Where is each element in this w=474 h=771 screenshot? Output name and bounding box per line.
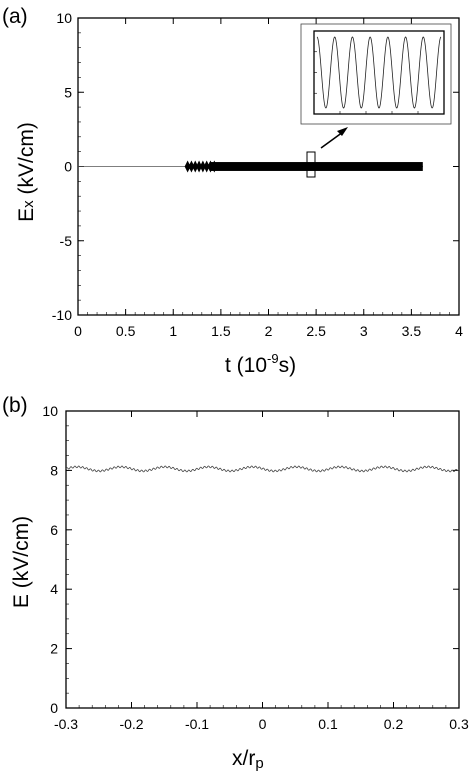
panel-a-xlabel-unit: s): [279, 354, 297, 377]
zoom-region-box: [306, 151, 316, 178]
panel-a-ylabel-rest: (kV/cm): [15, 122, 38, 200]
panel-b-frame: [65, 410, 460, 709]
y-tick-label: 10: [56, 10, 72, 26]
series-oscillation-lobe: [188, 160, 195, 173]
panel-b-series-line: [65, 465, 460, 473]
x-tick-label: 0.1: [318, 716, 338, 732]
panel-b-ylabel: E (kV/cm): [10, 516, 33, 608]
x-tick-label: 0: [259, 716, 267, 732]
panel-b-ticks: -0.3 -0.2 -0.1 0 0.1 0.2 0.3 10 8 6 4 2 0: [42, 403, 469, 732]
x-tick-label: 0.5: [116, 323, 136, 339]
y-tick-label: 4: [50, 581, 58, 597]
panel-a-ylabel-sub: x: [20, 200, 37, 208]
panel-a-xlabel-main: t (10: [225, 354, 267, 377]
panel-a-ylabel: Ex (kV/cm): [15, 122, 38, 222]
x-tick-label: 0.2: [384, 716, 404, 732]
y-tick-label: 8: [50, 462, 58, 478]
x-tick-label: 0: [74, 323, 82, 339]
panel-a-xlabel: t (10-9s): [225, 351, 296, 377]
x-tick-label: -0.2: [119, 716, 143, 732]
series-oscillation-lobe: [203, 160, 210, 173]
series-oscillation-lobe: [184, 160, 191, 173]
zoom-arrow-line: [320, 131, 344, 149]
panel-a-plot: [78, 160, 423, 173]
y-tick-label: -5: [60, 233, 73, 249]
panel-a-ticks: 0 0.5 1 1.5 2 2.5 3 3.5 4 10 5 0 -5 -10: [52, 10, 463, 339]
series-oscillation-lobe: [192, 160, 199, 173]
panel-a-label: (a): [2, 5, 28, 28]
y-tick-label: 0: [64, 159, 72, 175]
x-tick-label: -0.1: [185, 716, 209, 732]
x-tick-label: 0.3: [449, 716, 469, 732]
panel-b-xlabel: x/rp: [232, 747, 264, 771]
inset-plot: [300, 23, 452, 125]
series-oscillation-lobe: [196, 160, 203, 173]
y-tick-label: 10: [42, 403, 58, 419]
inset-sine-wave: [316, 36, 442, 109]
x-tick-label: -0.3: [54, 716, 78, 732]
x-tick-label: 3.5: [402, 323, 422, 339]
series-oscillation-lobe: [207, 160, 214, 173]
panel-b-label: (b): [2, 394, 28, 417]
inset-outer-frame: [300, 23, 452, 125]
y-tick-label: -10: [52, 307, 72, 323]
y-tick-label: 5: [64, 84, 72, 100]
panel-a-ylabel-main: E: [15, 208, 38, 222]
panel-b-xlabel-sub: p: [255, 755, 263, 771]
y-tick-label: 6: [50, 522, 58, 538]
panel-a-xlabel-exp: -9: [267, 351, 279, 366]
x-tick-label: 4: [455, 323, 463, 339]
x-tick-label: 1: [169, 323, 177, 339]
series-oscillation-lobe: [211, 160, 218, 173]
zoom-arrow-head: [337, 127, 348, 136]
x-tick-label: 2: [265, 323, 273, 339]
y-tick-label: 0: [50, 700, 58, 716]
x-tick-label: 2.5: [306, 323, 326, 339]
series-oscillation-lobe: [199, 160, 206, 173]
panel-b-xlabel-main: x/r: [232, 747, 255, 770]
inset-tick-marks: [313, 30, 445, 115]
x-tick-label: 3: [360, 323, 368, 339]
x-tick-label: 1.5: [211, 323, 231, 339]
y-tick-label: 2: [50, 641, 58, 657]
series-oscillation-band: [209, 162, 423, 171]
